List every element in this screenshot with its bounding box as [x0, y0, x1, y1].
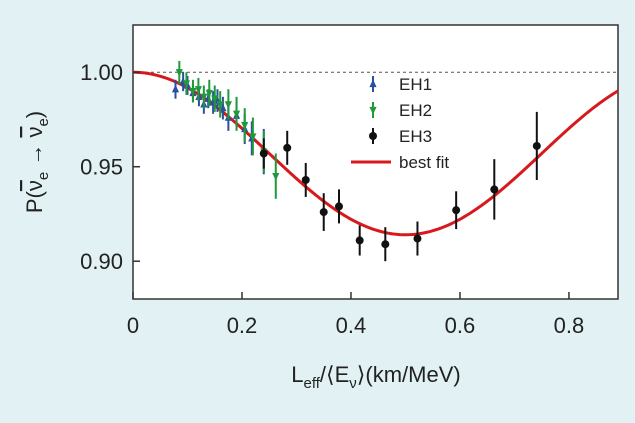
eh3-data-point: [381, 240, 390, 249]
y-axis-title: P(νe → νe): [22, 111, 52, 213]
eh3-data-point: [413, 234, 422, 243]
eh1-data-point: [171, 84, 180, 93]
eh2-data-point: [194, 86, 202, 94]
x-tick-label: 0.2: [227, 313, 258, 338]
eh3-data-point: [283, 143, 292, 152]
eh2-data-point: [249, 133, 257, 141]
legend-eh1-marker: [369, 79, 377, 88]
x-tick-label: 0.6: [445, 313, 476, 338]
legend-eh1-label: EH1: [399, 75, 432, 94]
eh3-data-point: [532, 141, 541, 150]
x-tick-label: 0.8: [554, 313, 585, 338]
eh2-data-point: [182, 80, 191, 89]
x-tick-label: 0: [127, 313, 139, 338]
eh3-data-point: [355, 236, 364, 245]
eh2-data-point: [211, 95, 219, 104]
points-layer: [171, 60, 541, 262]
legend-eh2-marker: [369, 106, 377, 115]
eh3-data-point: [334, 202, 343, 211]
y-tick-label: 1.00: [80, 60, 123, 85]
eh2-data-point: [189, 87, 197, 96]
eh3-data-point: [490, 185, 499, 194]
x-tick-label: 0.4: [336, 313, 367, 338]
eh2-data-point: [272, 173, 280, 181]
axes-layer: 0 0.2 0.4 0.6 0.8 0.90 0.95 1.00: [80, 60, 584, 338]
legend-best-fit-label: best fit: [399, 153, 449, 172]
eh3-data-point: [301, 175, 310, 184]
legend-eh2-label: EH2: [399, 101, 432, 120]
y-tick-label: 0.95: [80, 155, 123, 180]
eh2-data-point: [205, 89, 213, 98]
eh2-data-point: [175, 69, 183, 77]
legend-eh3-label: EH3: [399, 127, 432, 146]
eh3-data-point: [319, 208, 328, 217]
eh2-data-point: [232, 110, 241, 119]
eh3-data-point: [452, 206, 461, 215]
legend-eh3-marker: [369, 132, 377, 140]
eh3-data-point: [259, 149, 268, 158]
eh2-data-point: [241, 122, 249, 130]
eh2-data-point: [216, 101, 224, 109]
x-axis-title: Leff/⟨Eν⟩(km/MeV): [291, 362, 460, 392]
eh2-data-point: [200, 93, 208, 102]
y-tick-label: 0.90: [80, 249, 123, 274]
eh2-data-point: [224, 101, 232, 109]
legend: EH1 EH2 EH3 best fit: [351, 75, 449, 172]
